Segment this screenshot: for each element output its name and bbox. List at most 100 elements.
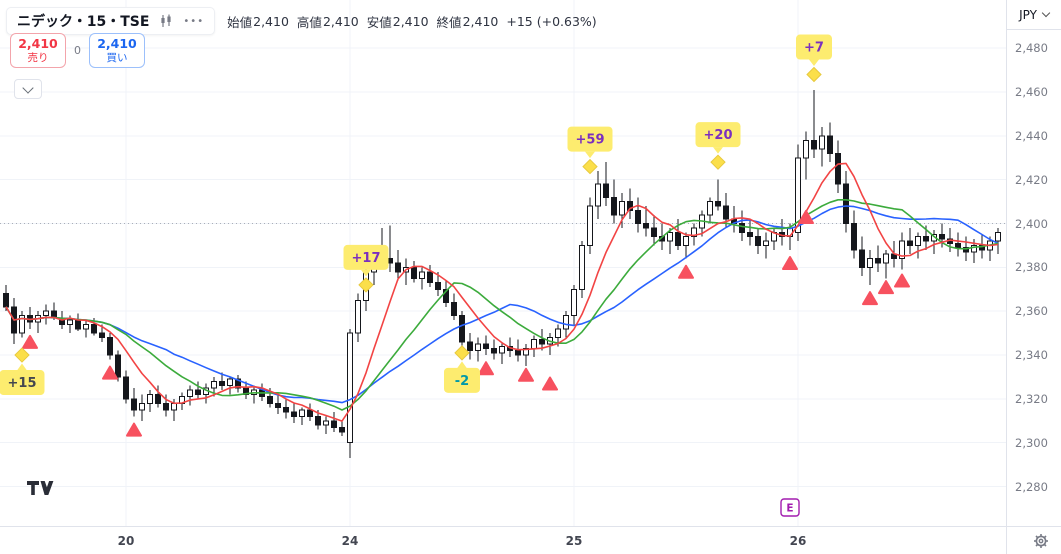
- candle[interactable]: [939, 223, 945, 248]
- trend-marker-icon[interactable]: [126, 422, 142, 437]
- candle[interactable]: [691, 223, 697, 246]
- candle[interactable]: [955, 232, 961, 257]
- candle[interactable]: [283, 398, 289, 419]
- candle[interactable]: [715, 179, 721, 211]
- candle[interactable]: [275, 394, 281, 415]
- candle[interactable]: [179, 392, 185, 410]
- candle[interactable]: [571, 284, 577, 325]
- candle[interactable]: [83, 319, 89, 338]
- candle[interactable]: [227, 376, 233, 395]
- candle[interactable]: [611, 179, 617, 224]
- candle[interactable]: [115, 350, 121, 382]
- candle[interactable]: [851, 210, 857, 259]
- candle[interactable]: [819, 127, 825, 167]
- candle[interactable]: [835, 140, 841, 193]
- candle[interactable]: [235, 374, 241, 393]
- trend-marker-icon[interactable]: [798, 209, 814, 224]
- sell-button[interactable]: 2,410 売り: [10, 33, 66, 68]
- candle[interactable]: [35, 311, 41, 334]
- candle[interactable]: [539, 328, 545, 351]
- candle[interactable]: [467, 333, 473, 360]
- candle[interactable]: [355, 293, 361, 342]
- trend-marker-icon[interactable]: [102, 365, 118, 380]
- trend-marker-icon[interactable]: [862, 291, 878, 306]
- time-axis[interactable]: 20 24 25 26: [0, 526, 1006, 554]
- candle[interactable]: [755, 227, 761, 255]
- trend-marker-icon[interactable]: [782, 256, 798, 270]
- candle[interactable]: [347, 328, 353, 459]
- candle[interactable]: [515, 339, 521, 362]
- signal-marker[interactable]: +17: [343, 244, 389, 293]
- candle[interactable]: [827, 122, 833, 163]
- candle[interactable]: [427, 265, 433, 288]
- candle[interactable]: [27, 306, 33, 329]
- trend-marker-icon[interactable]: [478, 361, 494, 376]
- candle[interactable]: [123, 370, 129, 404]
- candle[interactable]: [139, 394, 145, 421]
- currency-selector[interactable]: JPY: [1007, 0, 1061, 30]
- candle[interactable]: [683, 232, 689, 259]
- candle[interactable]: [19, 311, 25, 338]
- candle[interactable]: [643, 206, 649, 237]
- candle[interactable]: [587, 197, 593, 255]
- candle[interactable]: [331, 412, 337, 432]
- candle[interactable]: [803, 131, 809, 180]
- candle[interactable]: [651, 214, 657, 246]
- candle[interactable]: [875, 245, 881, 272]
- candle[interactable]: [75, 313, 81, 331]
- candle[interactable]: [187, 385, 193, 406]
- panel-expand-button[interactable]: [14, 79, 42, 99]
- candle[interactable]: [595, 170, 601, 220]
- candle[interactable]: [323, 416, 329, 434]
- candle[interactable]: [163, 394, 169, 417]
- trend-marker-icon[interactable]: [894, 273, 910, 288]
- chart-plot-area[interactable]: E +15 +17 -2 +59 +20 +7 ニデック・15・TSE ••• 始値 2,41…: [0, 0, 1006, 526]
- candle[interactable]: [931, 230, 937, 255]
- candle[interactable]: [131, 387, 137, 417]
- candle[interactable]: [675, 219, 681, 250]
- signal-marker[interactable]: -2: [444, 345, 480, 393]
- candle[interactable]: [627, 188, 633, 220]
- signal-marker[interactable]: +15: [0, 347, 45, 396]
- candle[interactable]: [763, 232, 769, 259]
- signal-marker[interactable]: +7: [796, 34, 832, 83]
- signal-marker[interactable]: +20: [695, 122, 741, 170]
- candle[interactable]: [547, 333, 553, 356]
- candle[interactable]: [811, 89, 817, 158]
- candles-series[interactable]: [3, 89, 1001, 459]
- candle[interactable]: [995, 227, 1001, 255]
- trend-marker-icon[interactable]: [518, 367, 534, 382]
- event-badge[interactable]: E: [780, 498, 800, 517]
- candle[interactable]: [859, 236, 865, 277]
- candle[interactable]: [195, 381, 201, 399]
- candle[interactable]: [499, 341, 505, 364]
- candle[interactable]: [523, 344, 529, 367]
- candle[interactable]: [107, 333, 113, 360]
- candle[interactable]: [667, 227, 673, 255]
- candle[interactable]: [867, 249, 873, 285]
- candle[interactable]: [155, 385, 161, 408]
- candlestick-chart[interactable]: E +15 +17 -2 +59 +20 +7: [0, 0, 1006, 526]
- candle[interactable]: [603, 162, 609, 207]
- candle[interactable]: [843, 170, 849, 233]
- candle[interactable]: [883, 249, 889, 279]
- candle[interactable]: [747, 219, 753, 246]
- candle[interactable]: [531, 335, 537, 358]
- trend-marker-icon[interactable]: [22, 334, 38, 349]
- symbol-pill[interactable]: ニデック・15・TSE •••: [6, 7, 216, 35]
- candle[interactable]: [411, 260, 417, 283]
- candle[interactable]: [491, 339, 497, 360]
- price-axis[interactable]: JPY 2,480 2,460 2,440 2,420 2,400 2,380 2,360 2…: [1006, 0, 1061, 526]
- trend-marker-icon[interactable]: [878, 280, 894, 295]
- candle[interactable]: [907, 227, 913, 255]
- candle[interactable]: [483, 335, 489, 356]
- candle[interactable]: [43, 304, 49, 325]
- candle[interactable]: [251, 385, 257, 404]
- candle[interactable]: [459, 311, 465, 347]
- candle[interactable]: [307, 403, 313, 421]
- candle[interactable]: [339, 420, 345, 437]
- candle[interactable]: [635, 197, 641, 233]
- candle[interactable]: [219, 372, 225, 391]
- signal-marker[interactable]: +59: [567, 126, 613, 175]
- candle[interactable]: [291, 403, 297, 423]
